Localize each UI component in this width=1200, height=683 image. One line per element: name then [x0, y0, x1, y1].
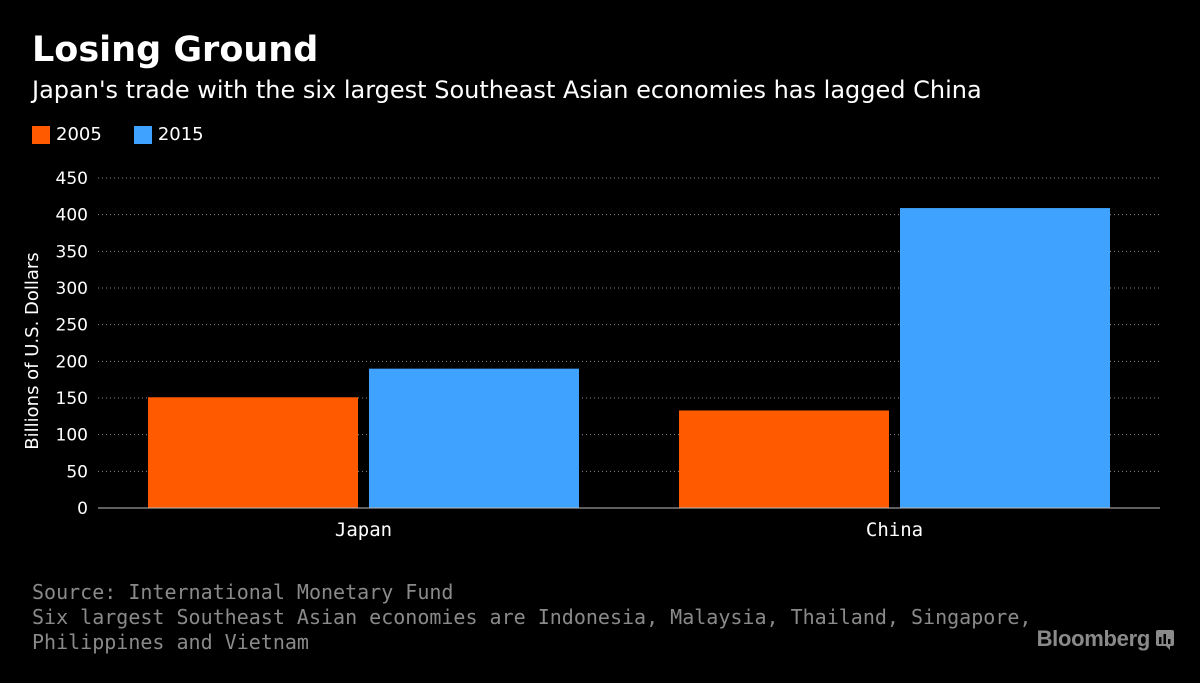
x-tick-label-china: China [866, 519, 923, 541]
x-tick-labels: Japan China [335, 519, 923, 541]
bars [148, 208, 1110, 509]
bar-china-2005 [679, 410, 889, 508]
y-tick-label-350: 350 [56, 242, 88, 262]
legend-item-2015: 2015 [133, 124, 204, 145]
legend-label-2005: 2005 [56, 124, 102, 145]
footer: Source: International Monetary Fund Six … [32, 580, 1032, 655]
y-tick-label-300: 300 [56, 279, 88, 299]
x-tick-label-japan: Japan [335, 519, 392, 541]
chart-subtitle: Japan's trade with the six largest South… [32, 76, 982, 104]
source-note: Source: International Monetary Fund [32, 580, 454, 604]
legend: 2005 2015 [32, 124, 236, 145]
brand: Bloomberg [1037, 626, 1174, 652]
y-axis-label: Billions of U.S. Dollars [22, 252, 43, 449]
footnote-line-2: Philippines and Vietnam [32, 630, 309, 654]
legend-label-2015: 2015 [157, 124, 204, 145]
brand-name: Bloomberg [1036, 626, 1151, 651]
y-tick-label-250: 250 [56, 316, 88, 336]
chart-title: Losing Ground [32, 30, 319, 70]
y-tick-label-0: 0 [77, 499, 88, 519]
bar-japan-2015 [369, 368, 579, 508]
y-tick-label-50: 50 [66, 462, 88, 482]
bar-japan-2005 [148, 397, 358, 508]
legend-swatch-2005 [32, 125, 50, 144]
legend-swatch-2015 [133, 125, 152, 144]
y-tick-label-100: 100 [56, 426, 88, 446]
bloomberg-logo-icon [1156, 630, 1174, 650]
y-tick-label-150: 150 [56, 389, 88, 409]
y-tick-label-450: 450 [56, 169, 88, 189]
y-tick-label-400: 400 [56, 206, 88, 226]
y-tick-labels: 0 50 100 150 200 250 300 350 400 450 [56, 169, 88, 519]
y-tick-label-200: 200 [56, 352, 88, 372]
legend-item-2005: 2005 [32, 124, 102, 145]
footnote-line-1: Six largest Southeast Asian economies ar… [32, 605, 1032, 629]
bar-china-2015 [900, 208, 1110, 509]
